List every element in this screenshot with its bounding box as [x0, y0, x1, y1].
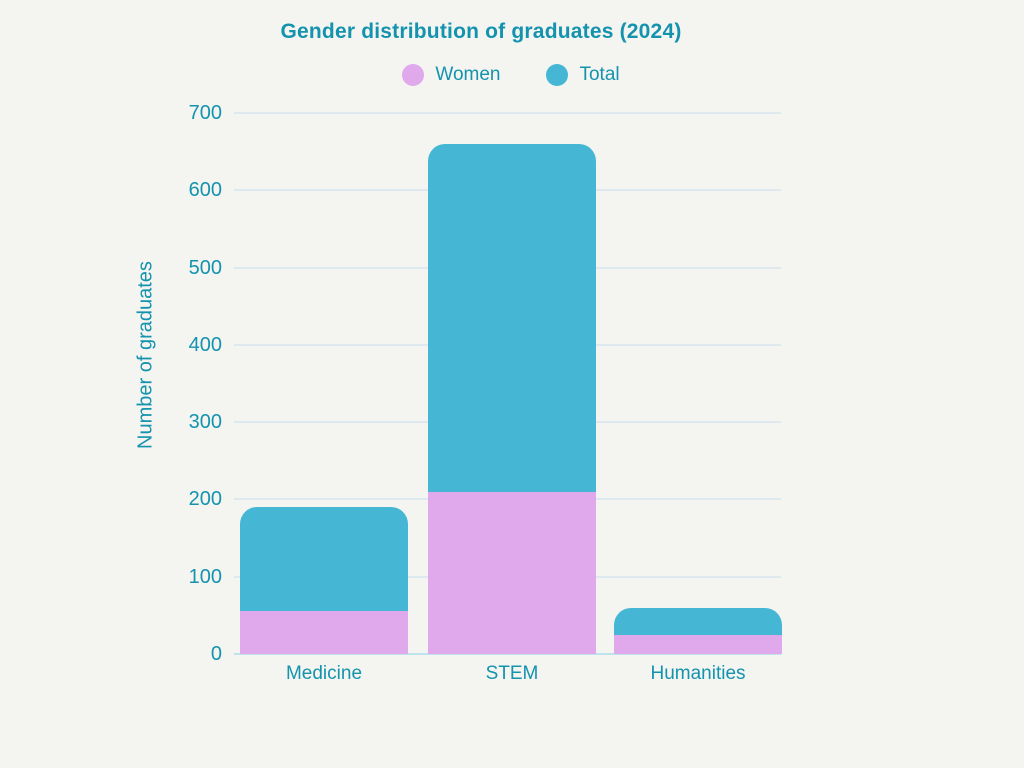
women-swatch-icon [402, 64, 425, 86]
chart-title: Gender distribution of graduates (2024) [280, 20, 682, 43]
y-tick-label-700: 700 [188, 102, 222, 124]
legend-label-total: Total [579, 64, 620, 85]
legend-item-women: Women [402, 64, 500, 86]
x-tick-label-stem: STEM [485, 663, 539, 684]
y-tick-label-200: 200 [188, 488, 222, 511]
chart-legend: Women Total [0, 62, 1022, 88]
bar-women-stem [428, 491, 596, 654]
legend-label-women: Women [435, 64, 501, 85]
x-tick-label-medicine: Medicine [285, 663, 363, 684]
bar-women-medicine [240, 611, 408, 654]
y-tick-label-500: 500 [188, 256, 222, 279]
y-tick-label-0: 0 [210, 643, 222, 665]
bar-women-humanities [614, 634, 782, 654]
y-tick-label-600: 600 [188, 179, 222, 202]
y-tick-label-100: 100 [188, 565, 222, 588]
x-tick-label-humanities: Humanities [650, 663, 746, 684]
gridline-700 [234, 112, 781, 114]
y-tick-label-300: 300 [188, 411, 222, 434]
legend-item-total: Total [546, 64, 620, 86]
y-tick-label-400: 400 [188, 333, 222, 356]
gridline-0 [234, 653, 781, 655]
total-swatch-icon [546, 64, 569, 86]
